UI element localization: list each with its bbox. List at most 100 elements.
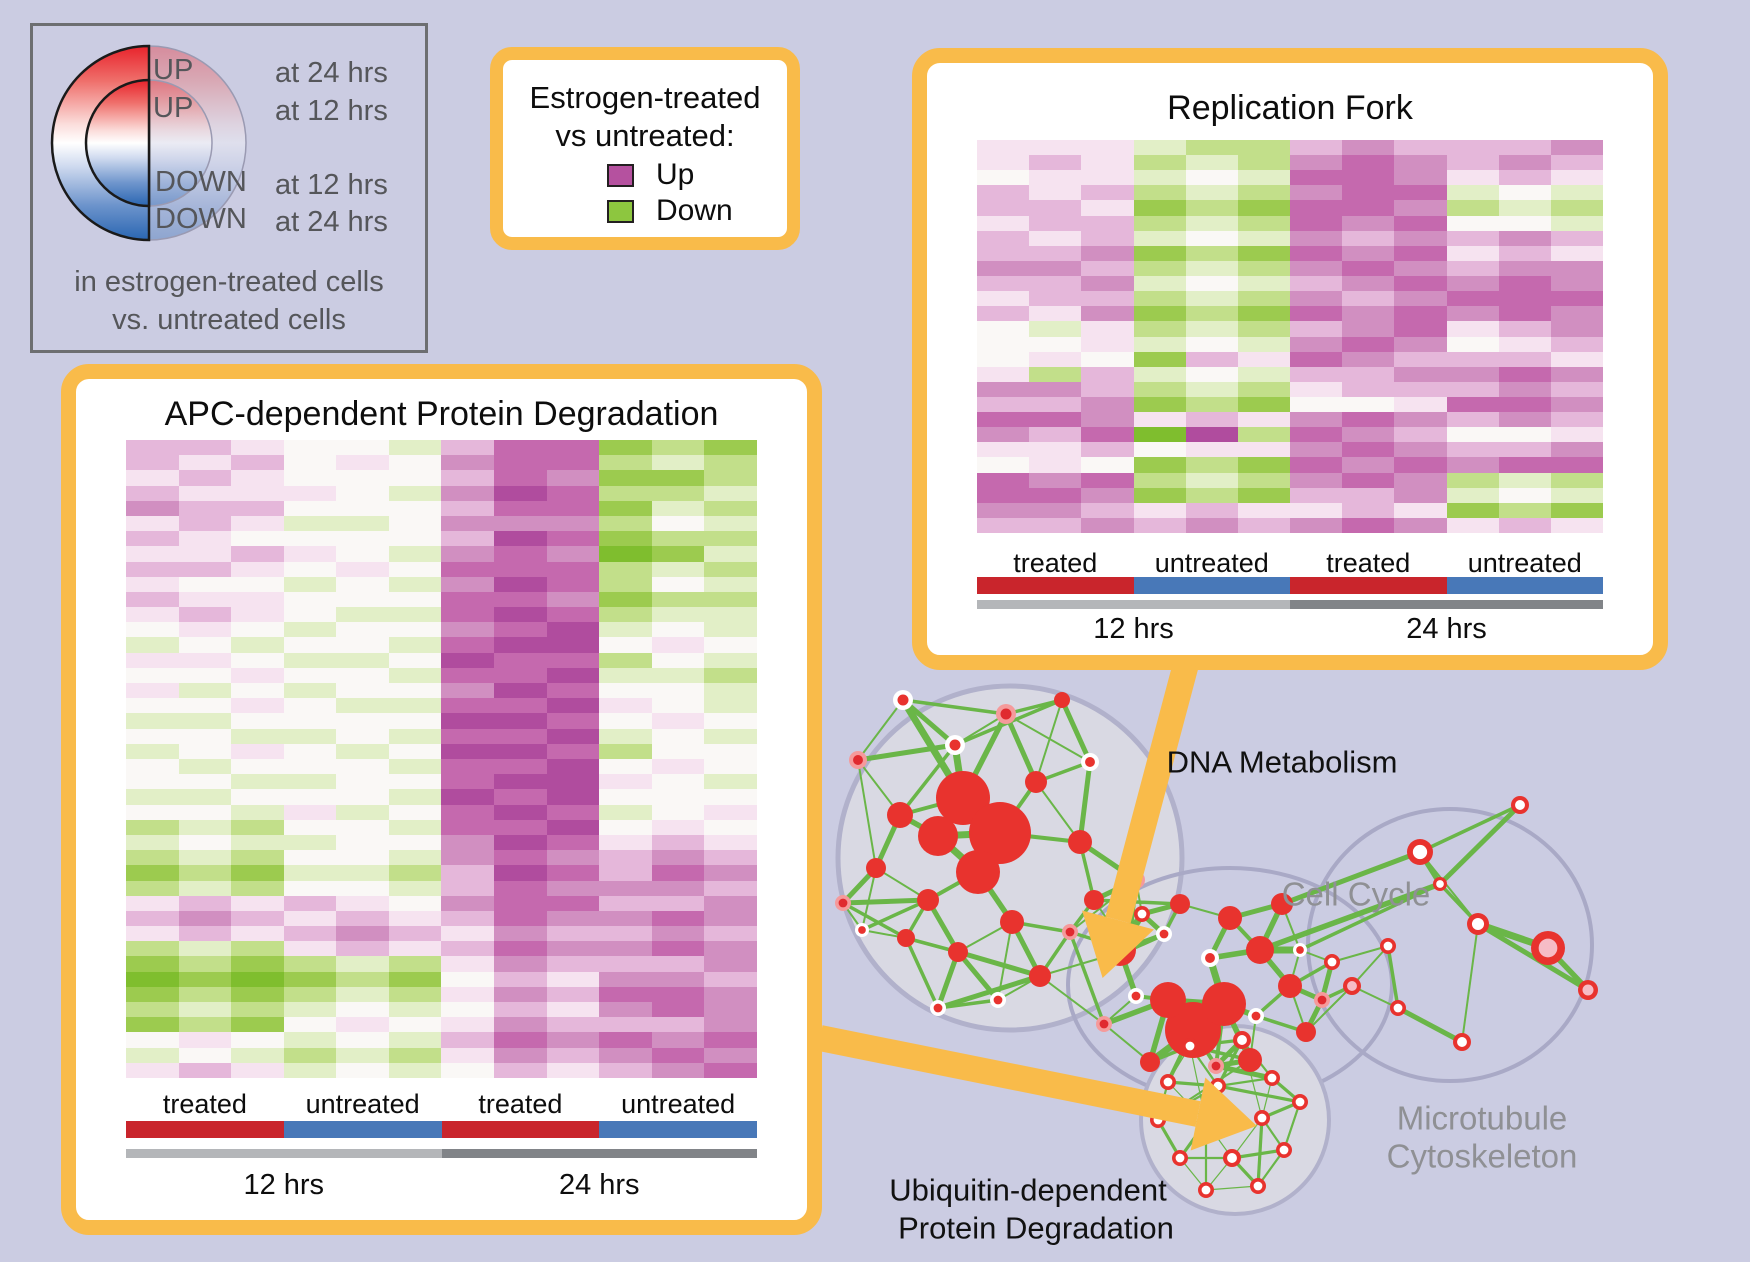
- heatmap-cell: [283, 728, 337, 744]
- heatmap-cell: [1498, 457, 1551, 473]
- network-edge: [951, 744, 967, 799]
- heatmap-cell: [126, 1062, 179, 1078]
- heatmap-cell: [441, 789, 495, 805]
- heatmap-cell: [178, 683, 232, 699]
- apc-time-labels: 12 hrs 24 hrs: [126, 1171, 757, 1200]
- heatmap-cell: [1290, 260, 1343, 277]
- heatmap-cell: [231, 774, 284, 790]
- heatmap-cell: [231, 1047, 284, 1063]
- heatmap-cell: [651, 683, 705, 699]
- network-edge: [899, 796, 964, 817]
- heatmap-cell: [704, 622, 757, 638]
- heatmap-cell: [651, 774, 705, 790]
- heatmap-cell: [1237, 230, 1290, 246]
- heatmap-cell: [599, 1047, 652, 1063]
- heatmap-cell: [546, 470, 600, 486]
- heatmap-cell: [1446, 502, 1499, 518]
- heatmap-cell: [441, 515, 495, 532]
- heatmap-cell: [388, 910, 442, 927]
- heatmap-cell: [1029, 276, 1082, 292]
- heatmap-cell: [1498, 412, 1551, 428]
- heatmap-cell: [231, 728, 284, 744]
- network-edge: [1331, 945, 1389, 963]
- heatmap-cell: [494, 819, 547, 835]
- connector-arrow-head: [1082, 910, 1154, 978]
- ring-row1-time: at 24 hrs: [275, 57, 388, 89]
- heatmap-cell: [546, 834, 600, 851]
- network-edge: [904, 937, 940, 1009]
- heatmap-cell: [599, 440, 652, 456]
- heatmap-cell: [546, 956, 600, 972]
- heatmap-cell: [126, 515, 179, 532]
- heatmap-cell: [651, 455, 705, 471]
- heatmap-cell: [178, 1002, 232, 1018]
- network-edge: [1257, 948, 1293, 988]
- heatmap-cell: [1446, 140, 1499, 156]
- heatmap-cell: [546, 500, 600, 516]
- heatmap-cell: [494, 834, 547, 851]
- network-edge: [1254, 984, 1292, 1018]
- group-label: untreated: [1154, 548, 1269, 578]
- heatmap-cell: [1029, 381, 1082, 397]
- heatmap-cell: [599, 470, 652, 486]
- network-node: [1159, 929, 1169, 939]
- heatmap-cell: [599, 652, 652, 668]
- heatmap-cell: [1394, 155, 1447, 171]
- heatmap-cell: [283, 804, 337, 820]
- heatmap-cell: [441, 1062, 495, 1078]
- network-node: [917, 889, 939, 911]
- heatmap-cell: [1446, 276, 1499, 292]
- network-node-ring: [1343, 977, 1361, 995]
- heatmap-cell: [283, 819, 337, 835]
- heatmap-cell: [1290, 412, 1343, 428]
- network-edge: [1215, 1063, 1273, 1081]
- network-edge: [1156, 1081, 1170, 1121]
- network-node: [1065, 927, 1075, 937]
- time-label: 12 hrs: [243, 1169, 325, 1201]
- heatmap-cell: [441, 713, 495, 729]
- heatmap-cell: [1550, 502, 1603, 518]
- network-edge: [1059, 698, 1093, 764]
- heatmap-cell: [1446, 517, 1499, 533]
- heatmap-cell: [599, 759, 652, 775]
- heatmap-cell: [1029, 170, 1082, 186]
- network-edge: [935, 951, 961, 1009]
- heatmap-cell: [1550, 487, 1603, 503]
- heatmap-cell: [546, 910, 600, 927]
- heatmap-cell: [1498, 185, 1551, 201]
- heatmap-cell: [1290, 276, 1343, 292]
- network-node: [1279, 1145, 1289, 1155]
- network-node: [1137, 909, 1147, 919]
- network-edge: [875, 867, 929, 901]
- network-edge: [1103, 995, 1137, 1025]
- network-node: [1412, 844, 1428, 860]
- network-edge: [1078, 839, 1138, 883]
- network-node: [1170, 894, 1190, 914]
- heatmap-cell: [178, 667, 232, 684]
- heatmap-cell: [651, 789, 705, 805]
- heatmap-cell: [704, 834, 757, 851]
- heatmap-cell: [651, 895, 705, 911]
- heatmap-cell: [336, 470, 389, 486]
- network-edge: [1461, 923, 1479, 1043]
- heatmap-cell: [441, 470, 495, 486]
- network-edge: [1069, 930, 1129, 952]
- heatmap-cell: [1394, 381, 1447, 397]
- heatmap-cell: [126, 667, 179, 684]
- network-edge: [1189, 1038, 1243, 1048]
- network-edge: [1009, 920, 1043, 978]
- heatmap-cell: [178, 500, 232, 516]
- network-node-ring: [996, 704, 1016, 724]
- heatmap-cell: [178, 515, 232, 532]
- heatmap-cell: [388, 743, 442, 759]
- heatmap-cell: [1029, 336, 1082, 352]
- network-node: [1393, 1003, 1403, 1013]
- heatmap-cell: [599, 500, 652, 516]
- heatmap-cell: [1290, 381, 1343, 397]
- heatmap-cell: [1498, 517, 1551, 533]
- network-edge: [1419, 803, 1521, 854]
- heatmap-cell: [388, 591, 442, 608]
- heatmap-cell: [388, 713, 442, 729]
- heatmap-cell: [1133, 427, 1186, 443]
- heatmap-cell: [1446, 487, 1499, 503]
